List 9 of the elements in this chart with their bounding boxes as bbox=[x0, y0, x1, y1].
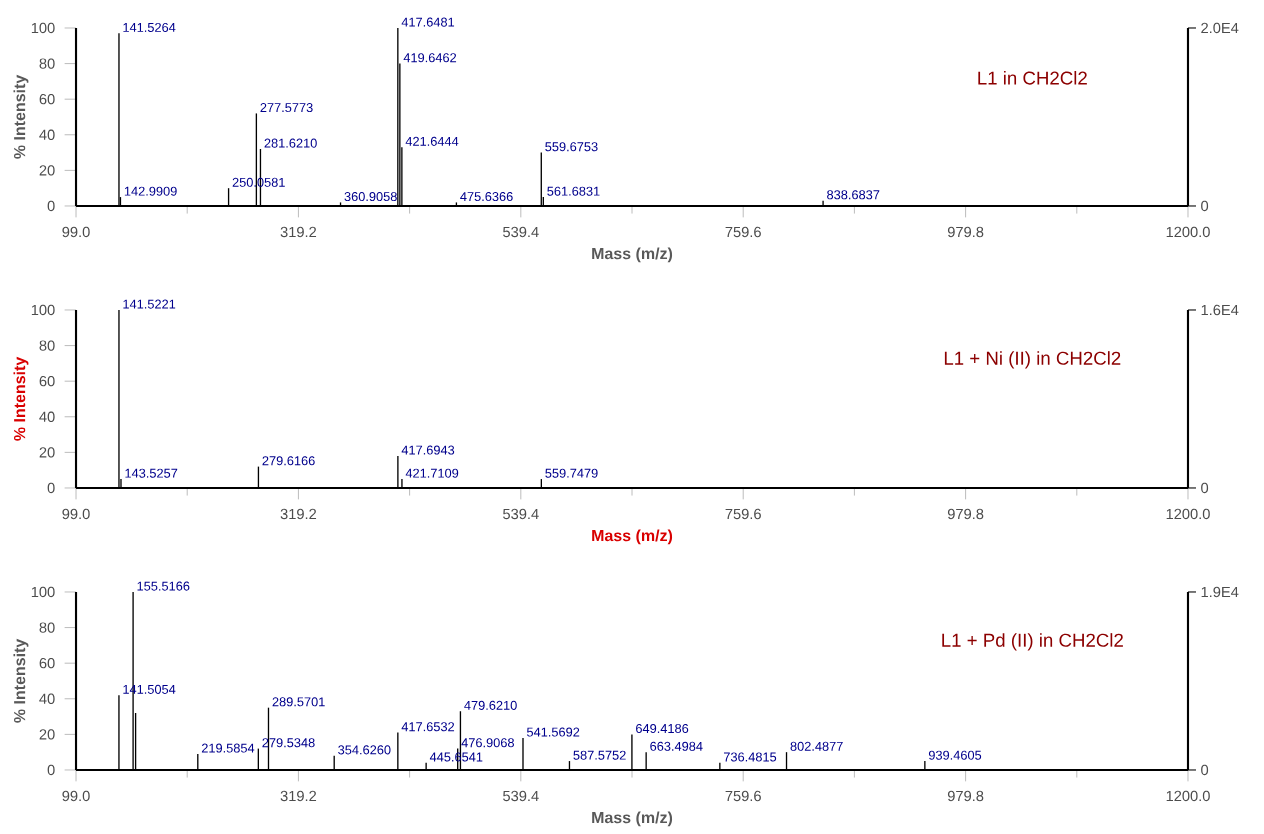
text: L1 + Pd (II) in CH2Cl2 bbox=[942, 633, 1123, 651]
x-axis-title: Mass (m/z) bbox=[592, 811, 673, 827]
x-axis-title: Mass (m/z) bbox=[592, 529, 673, 545]
text: L1 in CH2Cl2 bbox=[978, 70, 1087, 85]
y-axis-title: % Intensity bbox=[13, 638, 29, 723]
y-axis-title: % Intensity bbox=[13, 74, 29, 159]
x-axis-title: Mass (m/z) bbox=[592, 247, 673, 263]
text: L1 + Ni (II) in CH2Cl2 bbox=[944, 351, 1121, 369]
y-axis-title: % Intensity bbox=[13, 356, 29, 441]
